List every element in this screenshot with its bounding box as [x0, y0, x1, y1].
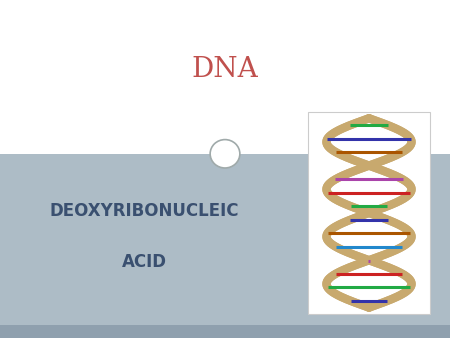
Bar — [0, 154, 450, 338]
Text: DNA: DNA — [192, 56, 258, 83]
Text: DEOXYRIBONUCLEIC: DEOXYRIBONUCLEIC — [49, 202, 239, 220]
Text: ACID: ACID — [122, 253, 166, 271]
Ellipse shape — [210, 140, 240, 168]
Bar — [0, 325, 450, 338]
Bar — [308, 112, 430, 314]
Bar — [0, 0, 450, 154]
